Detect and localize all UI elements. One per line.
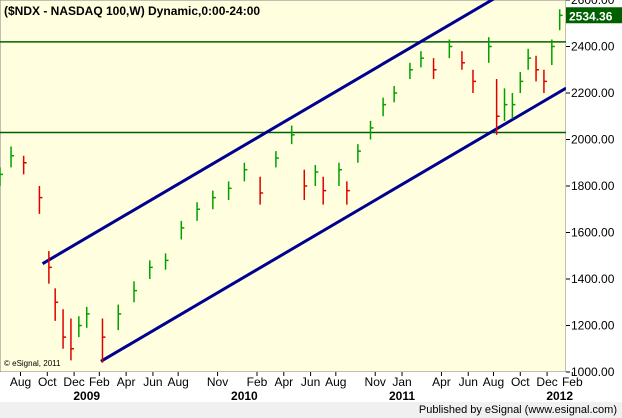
ohlc-bar <box>196 202 201 221</box>
ohlc-bar <box>382 97 387 117</box>
ohlc-bar <box>303 169 308 200</box>
last-value-box <box>566 7 622 24</box>
x-tick-label: Aug <box>325 375 346 389</box>
y-tick-label: 2600.00 <box>571 0 615 7</box>
x-tick-label: Apr <box>432 375 451 389</box>
ohlc-bar <box>133 281 138 303</box>
ohlc-bar <box>180 220 185 240</box>
ohlc-bar <box>243 162 248 182</box>
chart-title: ($NDX - NASDAQ 100,W) Dynamic,0:00-24:00 <box>4 4 260 18</box>
ohlc-bar <box>78 316 82 338</box>
y-tick-label: 1600.00 <box>571 226 615 240</box>
ohlc-bar <box>558 9 563 31</box>
trend-line <box>41 0 495 265</box>
ohlc-bar <box>322 176 327 205</box>
ohlc-bar <box>519 72 524 93</box>
x-tick-label: Jun <box>143 375 162 389</box>
ohlc-bar <box>503 88 508 121</box>
x-tick-label: Apr <box>117 375 136 389</box>
year-label: 2009 <box>73 389 100 403</box>
x-axis-panel <box>0 372 622 402</box>
y-tick-label: 2400.00 <box>571 40 615 54</box>
year-label: 2011 <box>389 389 415 403</box>
watermark: © eSignal, 2011 <box>4 359 61 368</box>
ohlc-bar <box>212 190 216 210</box>
ohlc-bar <box>346 181 350 205</box>
ohlc-bar <box>420 51 424 68</box>
ohlc-bar <box>38 186 43 214</box>
ohlc-bar <box>369 120 374 140</box>
x-tick-label: Aug <box>483 375 504 389</box>
x-tick-label: Jan <box>392 375 411 389</box>
x-tick-label: Aug <box>10 375 31 389</box>
ohlc-bar <box>62 309 67 349</box>
y-tick-label: 1200.00 <box>571 319 615 333</box>
ohlc-bar <box>551 39 555 66</box>
ohlc-bar <box>511 93 516 119</box>
x-tick-label: Aug <box>167 375 188 389</box>
ohlc-bar <box>314 165 319 186</box>
ohlc-bar <box>149 260 153 279</box>
footer: Published by eSignal (www.esignal.com) <box>419 404 617 416</box>
ohlc-bar <box>0 167 3 186</box>
ohlc-bar <box>409 62 413 80</box>
ohlc-bar <box>275 151 279 168</box>
ohlc-bar <box>259 176 264 205</box>
ohlc-bar <box>101 318 106 363</box>
ohlc-bar <box>22 155 27 175</box>
ohlc-bar <box>461 51 465 70</box>
ohlc-bar <box>54 288 59 321</box>
ohlc-bar <box>117 304 122 331</box>
ohlc-bar <box>535 55 540 82</box>
ohlc-bar <box>10 146 15 168</box>
year-label: 2012 <box>546 389 573 403</box>
year-label: 2010 <box>231 389 258 403</box>
x-tick-label: Nov <box>207 375 228 389</box>
y-tick-label: 1000.00 <box>571 365 615 379</box>
ohlc-bar <box>164 253 169 270</box>
y-tick-label: 2200.00 <box>571 86 615 100</box>
x-tick-label: Oct <box>511 375 530 389</box>
ohlc-bar <box>70 318 74 361</box>
ohlc-bar <box>448 39 453 59</box>
ohlc-bar <box>227 181 232 200</box>
ohlc-bar <box>48 251 52 284</box>
x-tick-label: Oct <box>38 375 57 389</box>
x-tick-label: Feb <box>562 375 583 389</box>
y-tick-label: 2000.00 <box>571 133 615 147</box>
x-tick-label: Dec <box>63 375 84 389</box>
x-tick-label: Feb <box>247 375 268 389</box>
ohlc-bar <box>432 58 437 80</box>
y-tick-label: 1800.00 <box>571 179 615 193</box>
trend-line <box>100 86 566 363</box>
ohlc-bar <box>393 86 398 103</box>
ohlc-bar <box>338 162 342 186</box>
ohlc-bar <box>85 306 90 328</box>
ohlc-bar <box>487 37 492 63</box>
ohlc-bar <box>543 69 547 93</box>
ohlc-bar <box>527 48 532 70</box>
y-axis-panel <box>566 0 622 372</box>
x-tick-label: Dec <box>536 375 557 389</box>
y-tick-label: 1400.00 <box>571 272 615 286</box>
x-tick-label: Feb <box>89 375 110 389</box>
x-tick-label: Jun <box>301 375 320 389</box>
last-value-label: 2534.36 <box>569 9 613 23</box>
x-tick-label: Nov <box>365 375 386 389</box>
ohlc-bar <box>357 144 361 163</box>
ohlc-bar <box>472 69 476 93</box>
ohlc-bar <box>290 125 295 145</box>
plot-area <box>0 0 567 373</box>
x-tick-label: Jun <box>459 375 478 389</box>
x-tick-label: Apr <box>274 375 293 389</box>
ohlc-bar <box>495 79 500 135</box>
